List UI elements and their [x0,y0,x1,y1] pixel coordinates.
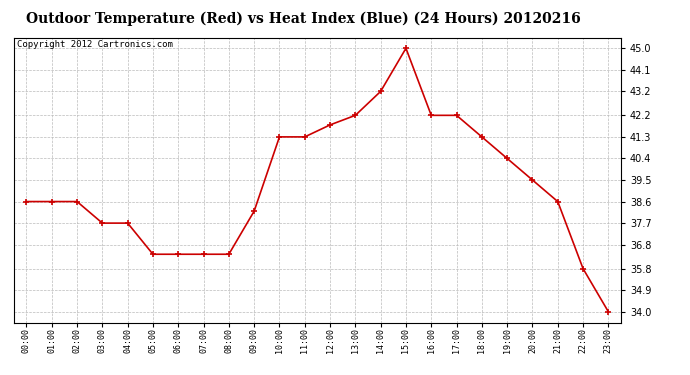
Text: Outdoor Temperature (Red) vs Heat Index (Blue) (24 Hours) 20120216: Outdoor Temperature (Red) vs Heat Index … [26,11,581,26]
Text: Copyright 2012 Cartronics.com: Copyright 2012 Cartronics.com [17,40,172,50]
